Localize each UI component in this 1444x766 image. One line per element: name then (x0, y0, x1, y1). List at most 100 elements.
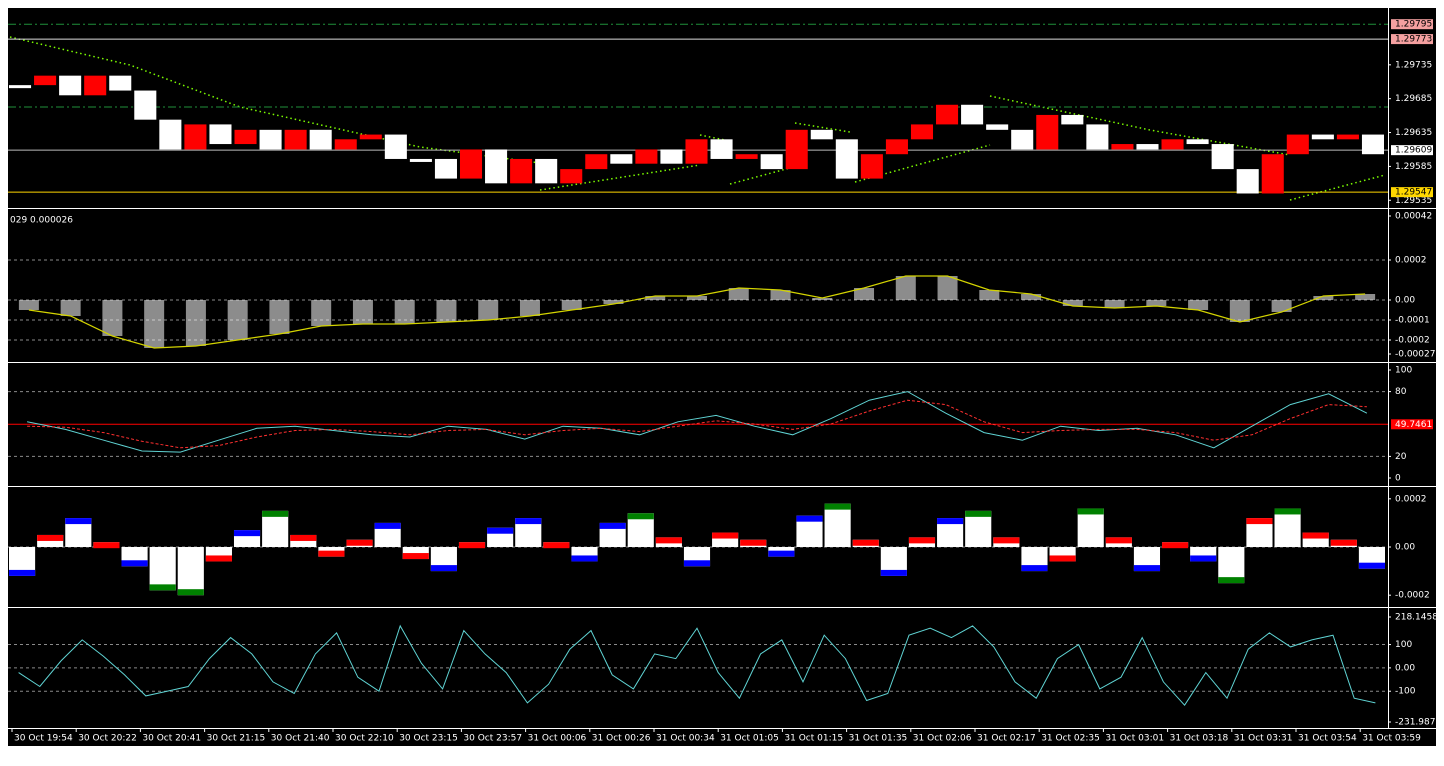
price-label-bg (1391, 19, 1433, 30)
histogram-cap (233, 530, 261, 537)
y-tick-label: 1.29585 (1395, 162, 1432, 172)
renko-brick (910, 124, 934, 140)
y-tick-label: 1.29735 (1395, 60, 1432, 70)
renko-brick (209, 124, 232, 145)
macd-bar (227, 300, 248, 340)
macd-bar (561, 300, 582, 310)
renko-brick (510, 158, 533, 184)
histogram-cap (768, 550, 795, 557)
histogram-cap (487, 527, 514, 534)
x-tick-label: 31 Oct 00:06 (528, 734, 587, 744)
histogram-cap (1274, 508, 1301, 515)
histogram-cap (937, 518, 964, 525)
y-tick-label: 0.0002 (1395, 256, 1427, 266)
renko-brick (1311, 134, 1334, 140)
histogram-cap (9, 569, 36, 576)
renko-brick (284, 129, 307, 150)
histogram-cap (121, 560, 148, 567)
renko-brick (1186, 139, 1209, 145)
macd-bar (60, 300, 81, 316)
y-tick-label: -0.00027 (1395, 350, 1435, 360)
renko-brick (1161, 139, 1184, 150)
histogram-cap (402, 553, 429, 560)
macd-bar (770, 290, 791, 300)
macd-bar (1146, 300, 1167, 306)
x-tick-label: 30 Oct 20:22 (78, 734, 137, 744)
histogram-cap (712, 532, 739, 539)
histogram-cap (37, 534, 64, 541)
histogram-bar (149, 547, 176, 591)
histogram-cap (290, 534, 317, 541)
y-tick-label: 0.00 (1395, 296, 1415, 306)
renko-brick (685, 139, 708, 164)
histogram-cap (824, 503, 851, 510)
histogram-cap (374, 522, 401, 529)
macd-bar (645, 296, 666, 300)
renko-brick (334, 139, 357, 150)
renko-brick (1286, 134, 1309, 155)
price-label: 1.29773 (1395, 35, 1432, 45)
histogram-cap (1302, 532, 1329, 539)
macd-bar (436, 300, 457, 322)
y-tick-label: 100 (1395, 366, 1412, 376)
price-label: 1.29547 (1395, 188, 1432, 198)
renko-brick (710, 139, 733, 159)
y-tick-label: 1.29635 (1395, 128, 1432, 138)
histogram-cap (1133, 565, 1161, 572)
histogram-cap (262, 510, 289, 517)
histogram-cap (515, 518, 542, 525)
renko-brick (109, 75, 132, 91)
price-label-bg (1391, 145, 1433, 156)
histogram-cap (430, 565, 457, 572)
renko-brick (84, 75, 107, 96)
macd-bar (519, 300, 540, 316)
macd-bar (311, 300, 332, 326)
renko-brick (359, 134, 382, 140)
x-tick-label: 31 Oct 00:34 (656, 734, 715, 744)
y-tick-label: 218.1458 (1395, 613, 1438, 623)
renko-brick (309, 129, 332, 150)
x-tick-label: 30 Oct 22:10 (335, 734, 394, 744)
y-tick-label: 0.00 (1395, 663, 1415, 673)
renko-brick (610, 154, 633, 164)
histogram-cap (655, 537, 682, 544)
y-tick-label: 80 (1395, 387, 1407, 397)
histogram-cap (908, 537, 936, 544)
renko-brick (1136, 144, 1159, 150)
renko-brick (159, 119, 182, 150)
histogram-cap (205, 555, 232, 562)
renko-brick (760, 154, 783, 170)
price-label: 1.29795 (1395, 20, 1432, 30)
histogram-cap (1049, 555, 1076, 562)
level-label: 49.7461 (1395, 420, 1432, 430)
renko-brick (936, 104, 959, 125)
histogram-cap (627, 513, 654, 520)
macd-bar (895, 276, 916, 300)
x-tick-label: 30 Oct 21:15 (207, 734, 266, 744)
macd-bar (394, 300, 415, 324)
histogram-cap (93, 542, 120, 549)
macd-bar (269, 300, 290, 334)
x-tick-label: 30 Oct 21:40 (271, 734, 330, 744)
price-label-bg (1391, 34, 1433, 45)
y-tick-label: 100 (1395, 640, 1412, 650)
renko-brick (1361, 134, 1384, 155)
histogram-cap (1330, 539, 1357, 546)
macd-bar (728, 288, 749, 300)
histogram-cap (177, 589, 204, 596)
renko-brick (986, 124, 1009, 130)
x-tick-label: 30 Oct 20:41 (142, 734, 201, 744)
renko-brick (1011, 129, 1034, 150)
histogram-bar (177, 547, 204, 596)
renko-brick (384, 134, 407, 159)
histogram-cap (1358, 562, 1385, 569)
renko-brick (810, 129, 833, 140)
y-tick-label: -0.0002 (1395, 336, 1430, 346)
histogram-cap (1077, 508, 1104, 515)
macd-bar (185, 300, 206, 346)
macd-bar (937, 276, 958, 300)
histogram-cap (543, 542, 570, 549)
histogram-cap (1162, 542, 1189, 549)
x-tick-label: 30 Oct 23:15 (399, 734, 458, 744)
